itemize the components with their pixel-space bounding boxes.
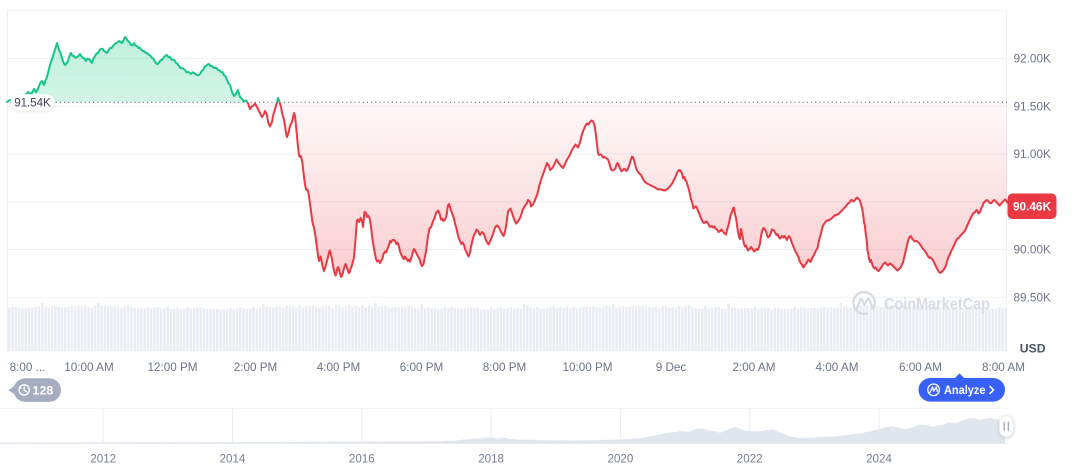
svg-text:2020: 2020 xyxy=(608,453,634,466)
svg-text:Analyze: Analyze xyxy=(944,383,986,397)
svg-text:2:00 AM: 2:00 AM xyxy=(733,361,776,374)
svg-text:8:00 AM: 8:00 AM xyxy=(982,361,1025,374)
svg-text:4:00 PM: 4:00 PM xyxy=(317,361,361,374)
svg-text:128: 128 xyxy=(33,383,54,397)
svg-text:91.00K: 91.00K xyxy=(1014,147,1052,161)
svg-text:90.00K: 90.00K xyxy=(1014,243,1052,257)
svg-text:6:00 AM: 6:00 AM xyxy=(899,361,942,374)
svg-text:90.46K: 90.46K xyxy=(1013,200,1052,214)
svg-text:10:00 PM: 10:00 PM xyxy=(562,361,612,374)
svg-text:2014: 2014 xyxy=(220,453,246,466)
svg-text:CoinMarketCap: CoinMarketCap xyxy=(884,295,990,314)
svg-text:2024: 2024 xyxy=(866,453,892,466)
svg-text:12:00 PM: 12:00 PM xyxy=(147,361,197,374)
svg-text:10:00 AM: 10:00 AM xyxy=(64,361,113,374)
svg-text:2018: 2018 xyxy=(478,453,504,466)
svg-text:2016: 2016 xyxy=(349,453,375,466)
svg-text:6:00 PM: 6:00 PM xyxy=(400,361,444,374)
svg-text:2022: 2022 xyxy=(737,453,763,466)
svg-text:91.54K: 91.54K xyxy=(14,98,51,110)
svg-text:8:00 ...: 8:00 ... xyxy=(10,361,46,374)
svg-text:91.50K: 91.50K xyxy=(1014,100,1052,114)
svg-text:89.50K: 89.50K xyxy=(1014,291,1052,305)
svg-text:USD: USD xyxy=(1020,342,1046,356)
svg-text:8:00 PM: 8:00 PM xyxy=(483,361,527,374)
svg-text:9 Dec: 9 Dec xyxy=(656,361,687,374)
svg-text:4:00 AM: 4:00 AM xyxy=(816,361,859,374)
svg-text:92.00K: 92.00K xyxy=(1014,52,1052,66)
svg-text:2:00 PM: 2:00 PM xyxy=(234,361,278,374)
svg-text:2012: 2012 xyxy=(90,453,116,466)
